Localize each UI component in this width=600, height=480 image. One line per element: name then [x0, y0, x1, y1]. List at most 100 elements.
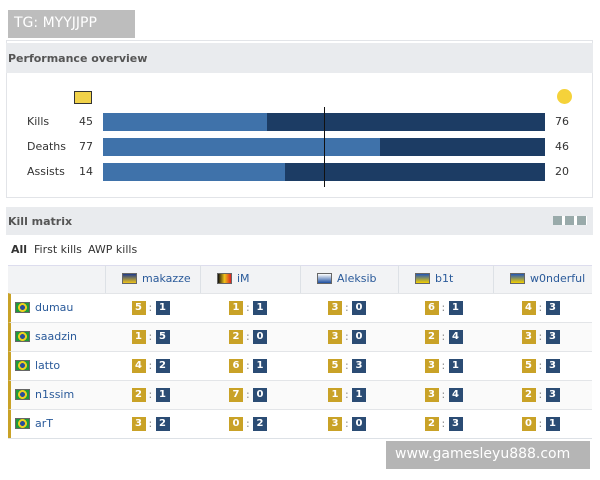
- kills: 1: [131, 330, 146, 344]
- row: [8, 322, 592, 351]
- column-header: b1t: [435, 272, 454, 285]
- deaths: 3: [545, 359, 560, 373]
- kills: 6: [229, 359, 243, 373]
- row: [8, 293, 592, 322]
- deaths: 2: [155, 417, 170, 431]
- player-name: saadzin: [35, 330, 77, 343]
- deaths: 3: [448, 417, 463, 431]
- separator: :: [246, 301, 250, 314]
- deaths: 5: [155, 330, 170, 344]
- separator: :: [148, 388, 153, 401]
- row: [8, 409, 592, 438]
- deaths: 0: [352, 301, 366, 315]
- stat-value: 46: [555, 140, 569, 153]
- separator: :: [148, 301, 153, 314]
- stat-label: Kills: [27, 115, 50, 128]
- row: [8, 380, 592, 409]
- kills: 0: [521, 417, 536, 431]
- stat-label: Deaths: [27, 140, 66, 153]
- deaths: 1: [155, 301, 170, 315]
- deaths: 0: [352, 417, 366, 431]
- stat-value: 14: [79, 165, 93, 178]
- separator: :: [345, 417, 349, 430]
- separator: :: [441, 330, 446, 343]
- kills: 3: [424, 388, 439, 402]
- deaths: 1: [352, 388, 366, 402]
- tab[interactable]: AWP kills: [88, 243, 138, 256]
- bar: [379, 138, 545, 156]
- flag: [217, 273, 232, 284]
- stat-value: 20: [555, 165, 569, 178]
- deaths: 3: [352, 359, 366, 373]
- team-logo: [557, 89, 572, 104]
- bar: [267, 113, 545, 131]
- separator: :: [441, 417, 446, 430]
- column-header: iM: [237, 272, 250, 285]
- bar: [103, 163, 285, 181]
- stat-label: Assists: [27, 165, 65, 178]
- watermark: TG: MYYJJPP: [8, 10, 135, 38]
- kills: 3: [424, 359, 439, 373]
- table-bottom: [8, 438, 592, 439]
- flag: [15, 389, 30, 400]
- separator: :: [441, 301, 446, 314]
- kills: 7: [229, 388, 243, 402]
- kills: 2: [424, 417, 439, 431]
- deaths: 3: [545, 330, 560, 344]
- bar: [285, 163, 545, 181]
- flag: [317, 273, 332, 284]
- separator: :: [148, 359, 153, 372]
- player-name: arT: [35, 417, 53, 430]
- separator: :: [345, 301, 349, 314]
- flag: [415, 273, 430, 284]
- separator: :: [538, 359, 543, 372]
- kills: 4: [521, 301, 536, 315]
- flag: [15, 418, 30, 429]
- flag: [15, 360, 30, 371]
- separator: :: [538, 417, 543, 430]
- stat-value: 45: [79, 115, 93, 128]
- deaths: 1: [448, 359, 463, 373]
- view-icons: [553, 216, 587, 225]
- separator: :: [246, 417, 250, 430]
- section-header: Kill matrix: [6, 207, 593, 235]
- kills: 2: [521, 388, 536, 402]
- deaths: 1: [253, 301, 267, 315]
- separator: :: [441, 388, 446, 401]
- deaths: 0: [352, 330, 366, 344]
- deaths: 1: [448, 301, 463, 315]
- center-line: [324, 107, 325, 187]
- kills: 1: [328, 388, 342, 402]
- separator: :: [148, 330, 153, 343]
- tab[interactable]: First kills: [34, 243, 82, 256]
- tab[interactable]: All: [11, 243, 28, 256]
- separator: :: [246, 359, 250, 372]
- flag: [15, 302, 30, 313]
- kills: 0: [229, 417, 243, 431]
- column-header: Aleksib: [337, 272, 377, 285]
- stat-value: 77: [79, 140, 93, 153]
- deaths: 1: [545, 417, 560, 431]
- deaths: 2: [155, 359, 170, 373]
- separator: :: [441, 359, 446, 372]
- separator: :: [345, 388, 349, 401]
- deaths: 1: [155, 388, 170, 402]
- kills: 6: [424, 301, 439, 315]
- kills: 4: [131, 359, 146, 373]
- separator: :: [345, 359, 349, 372]
- deaths: 3: [545, 388, 560, 402]
- bar: [103, 138, 380, 156]
- player-name: n1ssim: [35, 388, 75, 401]
- separator: :: [148, 417, 153, 430]
- separator: :: [538, 330, 543, 343]
- deaths: 3: [545, 301, 560, 315]
- separator: :: [538, 301, 543, 314]
- separator: :: [246, 330, 250, 343]
- deaths: 4: [448, 330, 463, 344]
- player-name: latto: [35, 359, 61, 372]
- column-header: w0nderful: [530, 272, 586, 285]
- deaths: 1: [253, 359, 267, 373]
- row: [8, 351, 592, 380]
- kills: 2: [424, 330, 439, 344]
